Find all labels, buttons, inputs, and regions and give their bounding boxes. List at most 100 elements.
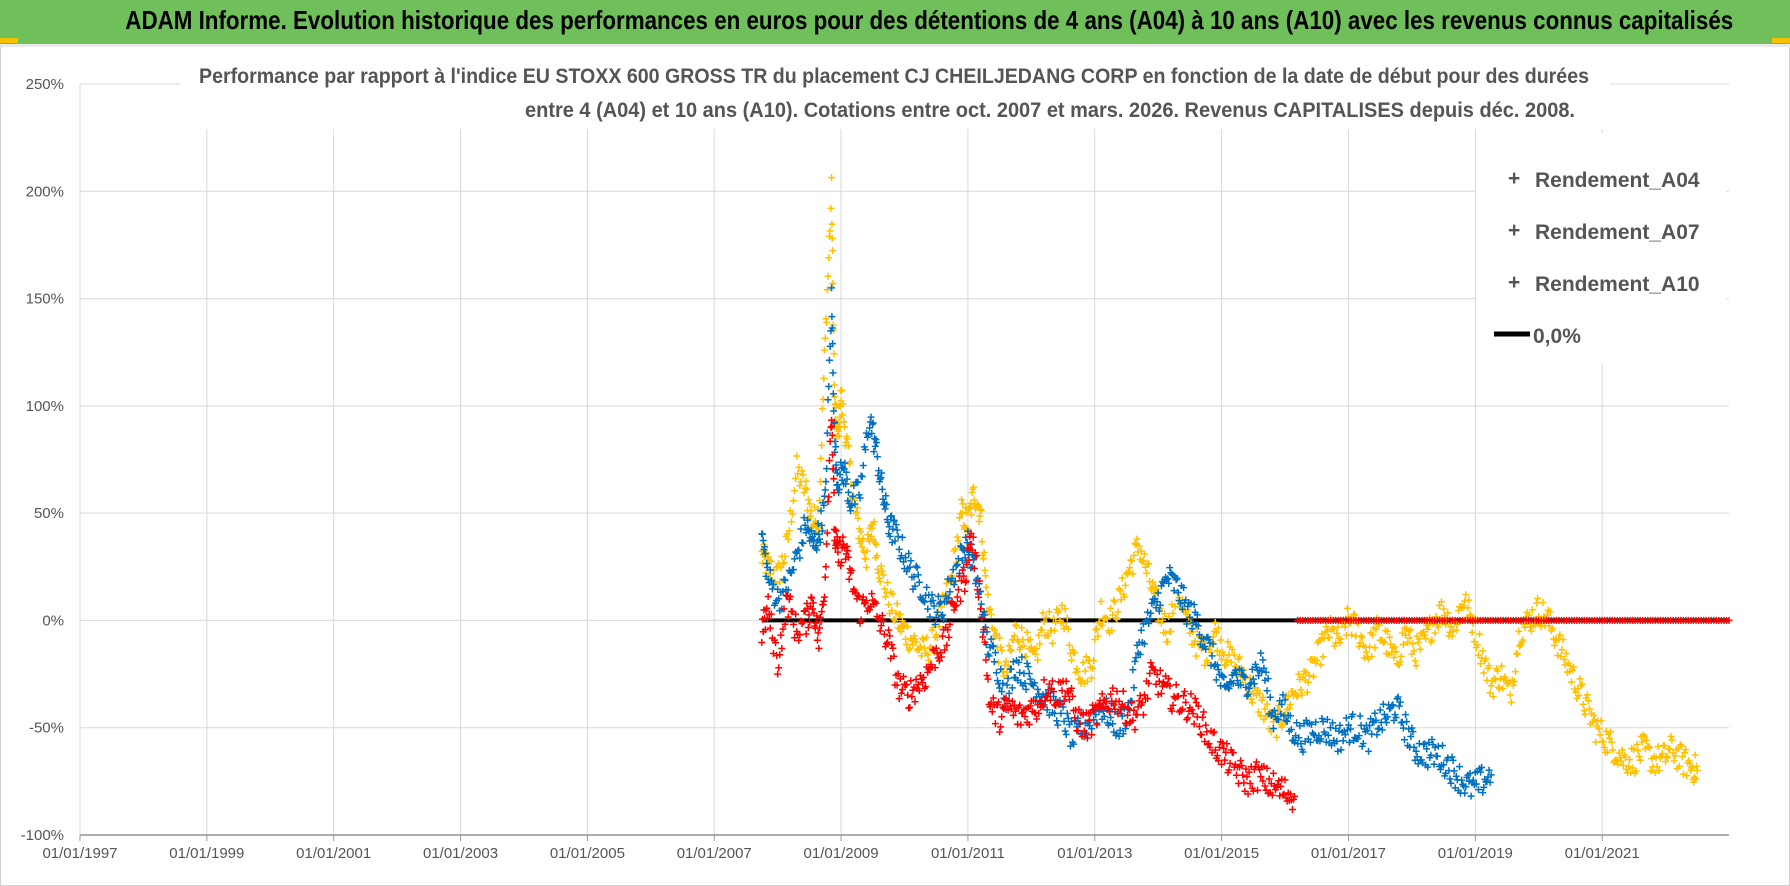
data-point-marker bbox=[1038, 626, 1046, 634]
data-point-marker bbox=[1218, 760, 1226, 768]
data-point-marker bbox=[1103, 615, 1111, 623]
data-point-marker bbox=[1233, 676, 1241, 684]
data-point-marker bbox=[1168, 707, 1176, 715]
data-point-marker bbox=[1180, 692, 1188, 700]
data-point-marker bbox=[1464, 604, 1472, 612]
data-point-marker bbox=[988, 708, 996, 716]
data-point-marker bbox=[1437, 598, 1445, 606]
data-point-marker bbox=[1106, 708, 1114, 716]
data-point-marker bbox=[1074, 668, 1082, 676]
data-point-marker bbox=[788, 510, 796, 518]
data-point-marker bbox=[1336, 721, 1344, 729]
data-point-marker bbox=[1059, 619, 1067, 627]
data-point-marker bbox=[1625, 763, 1633, 771]
data-point-marker bbox=[1257, 773, 1265, 781]
data-point-marker bbox=[1085, 716, 1093, 724]
data-point-marker bbox=[1458, 776, 1466, 784]
data-point-marker bbox=[1180, 584, 1188, 592]
data-point-marker bbox=[1125, 705, 1133, 713]
data-point-marker bbox=[1053, 699, 1061, 707]
x-tick-label: 01/01/1999 bbox=[169, 845, 244, 862]
report-title: ADAM Informe. Evolution historique des p… bbox=[125, 5, 1734, 35]
data-point-marker bbox=[1546, 608, 1554, 616]
data-point-marker bbox=[959, 500, 967, 508]
data-point-marker bbox=[1499, 684, 1507, 692]
data-point-marker bbox=[781, 620, 789, 628]
data-point-marker bbox=[1018, 624, 1026, 632]
data-point-marker bbox=[1026, 702, 1034, 710]
data-point-marker bbox=[829, 247, 837, 255]
data-point-marker bbox=[1286, 790, 1294, 798]
data-point-marker bbox=[830, 475, 838, 483]
data-point-marker bbox=[1010, 632, 1018, 640]
data-point-marker bbox=[980, 548, 988, 556]
data-point-marker bbox=[909, 686, 917, 694]
data-point-marker bbox=[1282, 716, 1290, 724]
data-point-marker bbox=[1284, 692, 1292, 700]
data-point-marker bbox=[1182, 698, 1190, 706]
data-point-marker bbox=[933, 649, 941, 657]
data-point-marker bbox=[1115, 697, 1123, 705]
data-point-marker bbox=[820, 374, 828, 382]
data-point-marker bbox=[958, 496, 966, 504]
data-point-marker bbox=[1692, 775, 1700, 783]
data-point-marker bbox=[1501, 673, 1509, 681]
data-point-marker bbox=[1153, 598, 1161, 606]
data-point-marker bbox=[824, 396, 832, 404]
data-point-marker bbox=[874, 615, 882, 623]
data-point-marker bbox=[848, 566, 856, 574]
data-point-marker bbox=[1248, 665, 1256, 673]
data-point-marker bbox=[1186, 613, 1194, 621]
data-point-marker bbox=[1444, 609, 1452, 617]
chart-marks bbox=[758, 174, 1733, 814]
data-point-marker bbox=[1590, 712, 1598, 720]
data-point-marker bbox=[1371, 644, 1379, 652]
data-point-marker bbox=[912, 638, 920, 646]
data-point-marker bbox=[1468, 628, 1476, 636]
data-point-marker bbox=[1447, 623, 1455, 631]
data-point-marker bbox=[990, 658, 998, 666]
data-point-marker bbox=[858, 543, 866, 551]
data-point-marker bbox=[1259, 777, 1267, 785]
data-point-marker bbox=[1128, 557, 1136, 565]
data-point-marker bbox=[1255, 708, 1263, 716]
data-point-marker bbox=[1489, 693, 1497, 701]
data-point-marker bbox=[1259, 694, 1267, 702]
data-point-marker bbox=[914, 680, 922, 688]
data-point-marker bbox=[781, 552, 789, 560]
data-point-marker bbox=[1242, 765, 1250, 773]
data-point-marker bbox=[821, 346, 829, 354]
data-point-marker bbox=[1158, 616, 1166, 624]
data-point-marker bbox=[1480, 783, 1488, 791]
data-point-marker bbox=[1322, 623, 1330, 631]
data-point-marker bbox=[1329, 719, 1337, 727]
data-point-marker bbox=[952, 562, 960, 570]
data-point-marker bbox=[1203, 728, 1211, 736]
data-point-marker bbox=[835, 485, 843, 493]
data-point-marker bbox=[1089, 664, 1097, 672]
data-point-marker bbox=[903, 681, 911, 689]
data-point-marker bbox=[823, 529, 831, 537]
data-point-marker bbox=[834, 548, 842, 556]
data-point-marker bbox=[1044, 632, 1052, 640]
data-point-marker bbox=[1110, 596, 1118, 604]
x-tick-label: 01/01/2009 bbox=[804, 845, 879, 862]
y-tick-label: 50% bbox=[34, 505, 64, 522]
data-point-marker bbox=[1260, 664, 1268, 672]
data-point-marker bbox=[1575, 691, 1583, 699]
data-point-marker bbox=[761, 626, 769, 634]
data-point-marker bbox=[981, 638, 989, 646]
data-point-marker bbox=[1485, 662, 1493, 670]
data-point-marker bbox=[1246, 674, 1254, 682]
data-point-marker bbox=[1608, 738, 1616, 746]
data-point-marker bbox=[1406, 634, 1414, 642]
legend-marker-a07: + bbox=[1508, 219, 1520, 242]
data-point-marker bbox=[849, 492, 857, 500]
data-point-marker bbox=[807, 507, 815, 515]
data-point-marker bbox=[1283, 717, 1291, 725]
data-point-marker bbox=[845, 442, 853, 450]
data-point-marker bbox=[1466, 769, 1474, 777]
data-point-marker bbox=[1176, 600, 1184, 608]
x-tick-label: 01/01/2015 bbox=[1184, 845, 1259, 862]
data-point-marker bbox=[895, 695, 903, 703]
